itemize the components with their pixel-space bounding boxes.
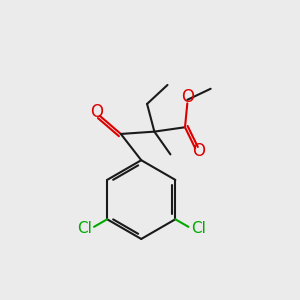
Text: O: O [182, 88, 194, 106]
Text: Cl: Cl [77, 221, 92, 236]
Text: O: O [192, 142, 205, 160]
Text: Cl: Cl [191, 221, 206, 236]
Text: O: O [90, 103, 104, 122]
